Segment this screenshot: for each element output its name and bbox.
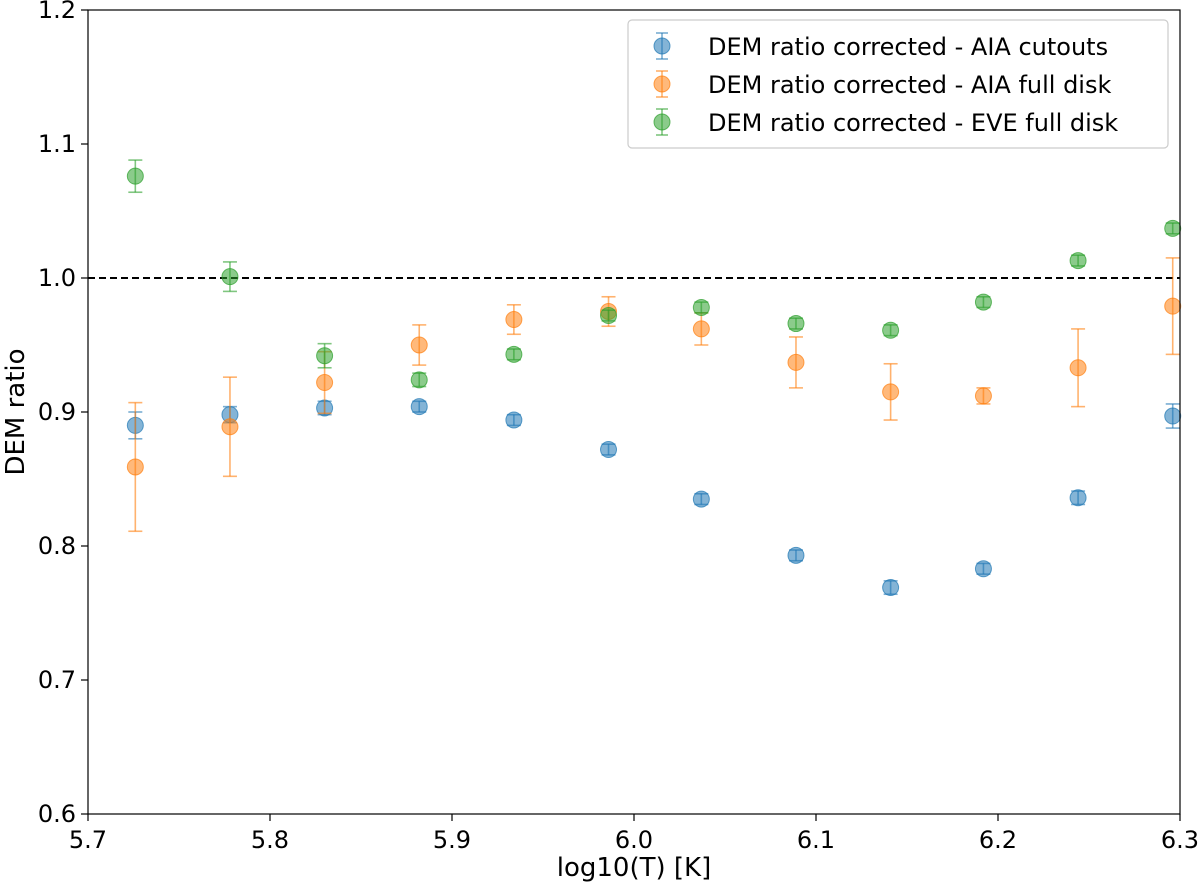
data-point [316, 374, 334, 392]
data-point [600, 307, 618, 325]
legend-label: DEM ratio corrected - AIA full disk [708, 71, 1111, 99]
data-point [1069, 359, 1087, 377]
data-point [974, 387, 992, 405]
legend-marker [653, 75, 671, 93]
legend: DEM ratio corrected - AIA cutouts DEM rat… [627, 19, 1169, 149]
legend-marker [653, 113, 671, 131]
data-point [600, 441, 618, 459]
data-point [692, 490, 710, 508]
legend-label: DEM ratio corrected - AIA cutouts [708, 33, 1108, 61]
data-point [882, 579, 900, 597]
data-point [505, 345, 523, 363]
series-layer [126, 159, 1182, 597]
series-2 [126, 257, 1182, 533]
data-point [1164, 297, 1182, 315]
x-tick-label: 5.8 [251, 826, 289, 854]
x-tick-label: 6.3 [1161, 826, 1199, 854]
x-tick-label: 6.0 [615, 826, 653, 854]
data-point [126, 458, 144, 476]
data-point [787, 315, 805, 333]
data-point [692, 320, 710, 338]
legend-item-1: DEM ratio corrected - AIA cutouts [653, 32, 1108, 61]
data-point [692, 298, 710, 316]
data-point [1164, 407, 1182, 425]
legend-marker [653, 37, 671, 55]
data-point [316, 347, 334, 365]
legend-item-2: DEM ratio corrected - AIA full disk [653, 70, 1111, 99]
data-point [1069, 252, 1087, 270]
y-tick-label: 1.1 [38, 130, 76, 158]
x-tick-label: 5.7 [69, 826, 107, 854]
legend-item-3: DEM ratio corrected - EVE full disk [653, 108, 1118, 137]
x-axis-label: log10(T) [K] [557, 853, 712, 883]
series-1 [126, 398, 1182, 597]
data-point [221, 268, 239, 286]
data-point [410, 398, 428, 416]
y-tick-label: 0.8 [38, 532, 76, 560]
data-point [882, 321, 900, 339]
y-tick-label: 0.6 [38, 800, 76, 828]
data-point [410, 336, 428, 354]
data-point [221, 418, 239, 436]
series-3 [126, 159, 1182, 389]
data-point [974, 560, 992, 578]
legend-items: DEM ratio corrected - AIA cutouts DEM rat… [653, 32, 1118, 137]
legend-box [627, 19, 1169, 149]
data-point [882, 383, 900, 401]
y-axis-label: DEM ratio [1, 348, 31, 475]
x-tick-label: 6.2 [979, 826, 1017, 854]
data-point [410, 371, 428, 389]
axis-ticks: 5.7 5.8 5.9 6.0 6.1 6.2 6.3 0.6 0.7 0.8 0.9 1.0 1.1 1… [38, 0, 1199, 854]
y-tick-label: 1.0 [38, 264, 76, 292]
legend-label: DEM ratio corrected - EVE full disk [708, 109, 1118, 137]
y-tick-label: 0.7 [38, 666, 76, 694]
y-tick-label: 0.9 [38, 398, 76, 426]
data-point [1069, 489, 1087, 507]
data-point [505, 311, 523, 329]
x-tick-label: 5.9 [433, 826, 471, 854]
data-point [974, 293, 992, 311]
data-point [505, 411, 523, 429]
data-point [787, 353, 805, 371]
x-tick-label: 6.1 [797, 826, 835, 854]
data-point [787, 546, 805, 564]
data-point [1164, 219, 1182, 237]
data-point [126, 167, 144, 185]
y-tick-label: 1.2 [38, 0, 76, 24]
